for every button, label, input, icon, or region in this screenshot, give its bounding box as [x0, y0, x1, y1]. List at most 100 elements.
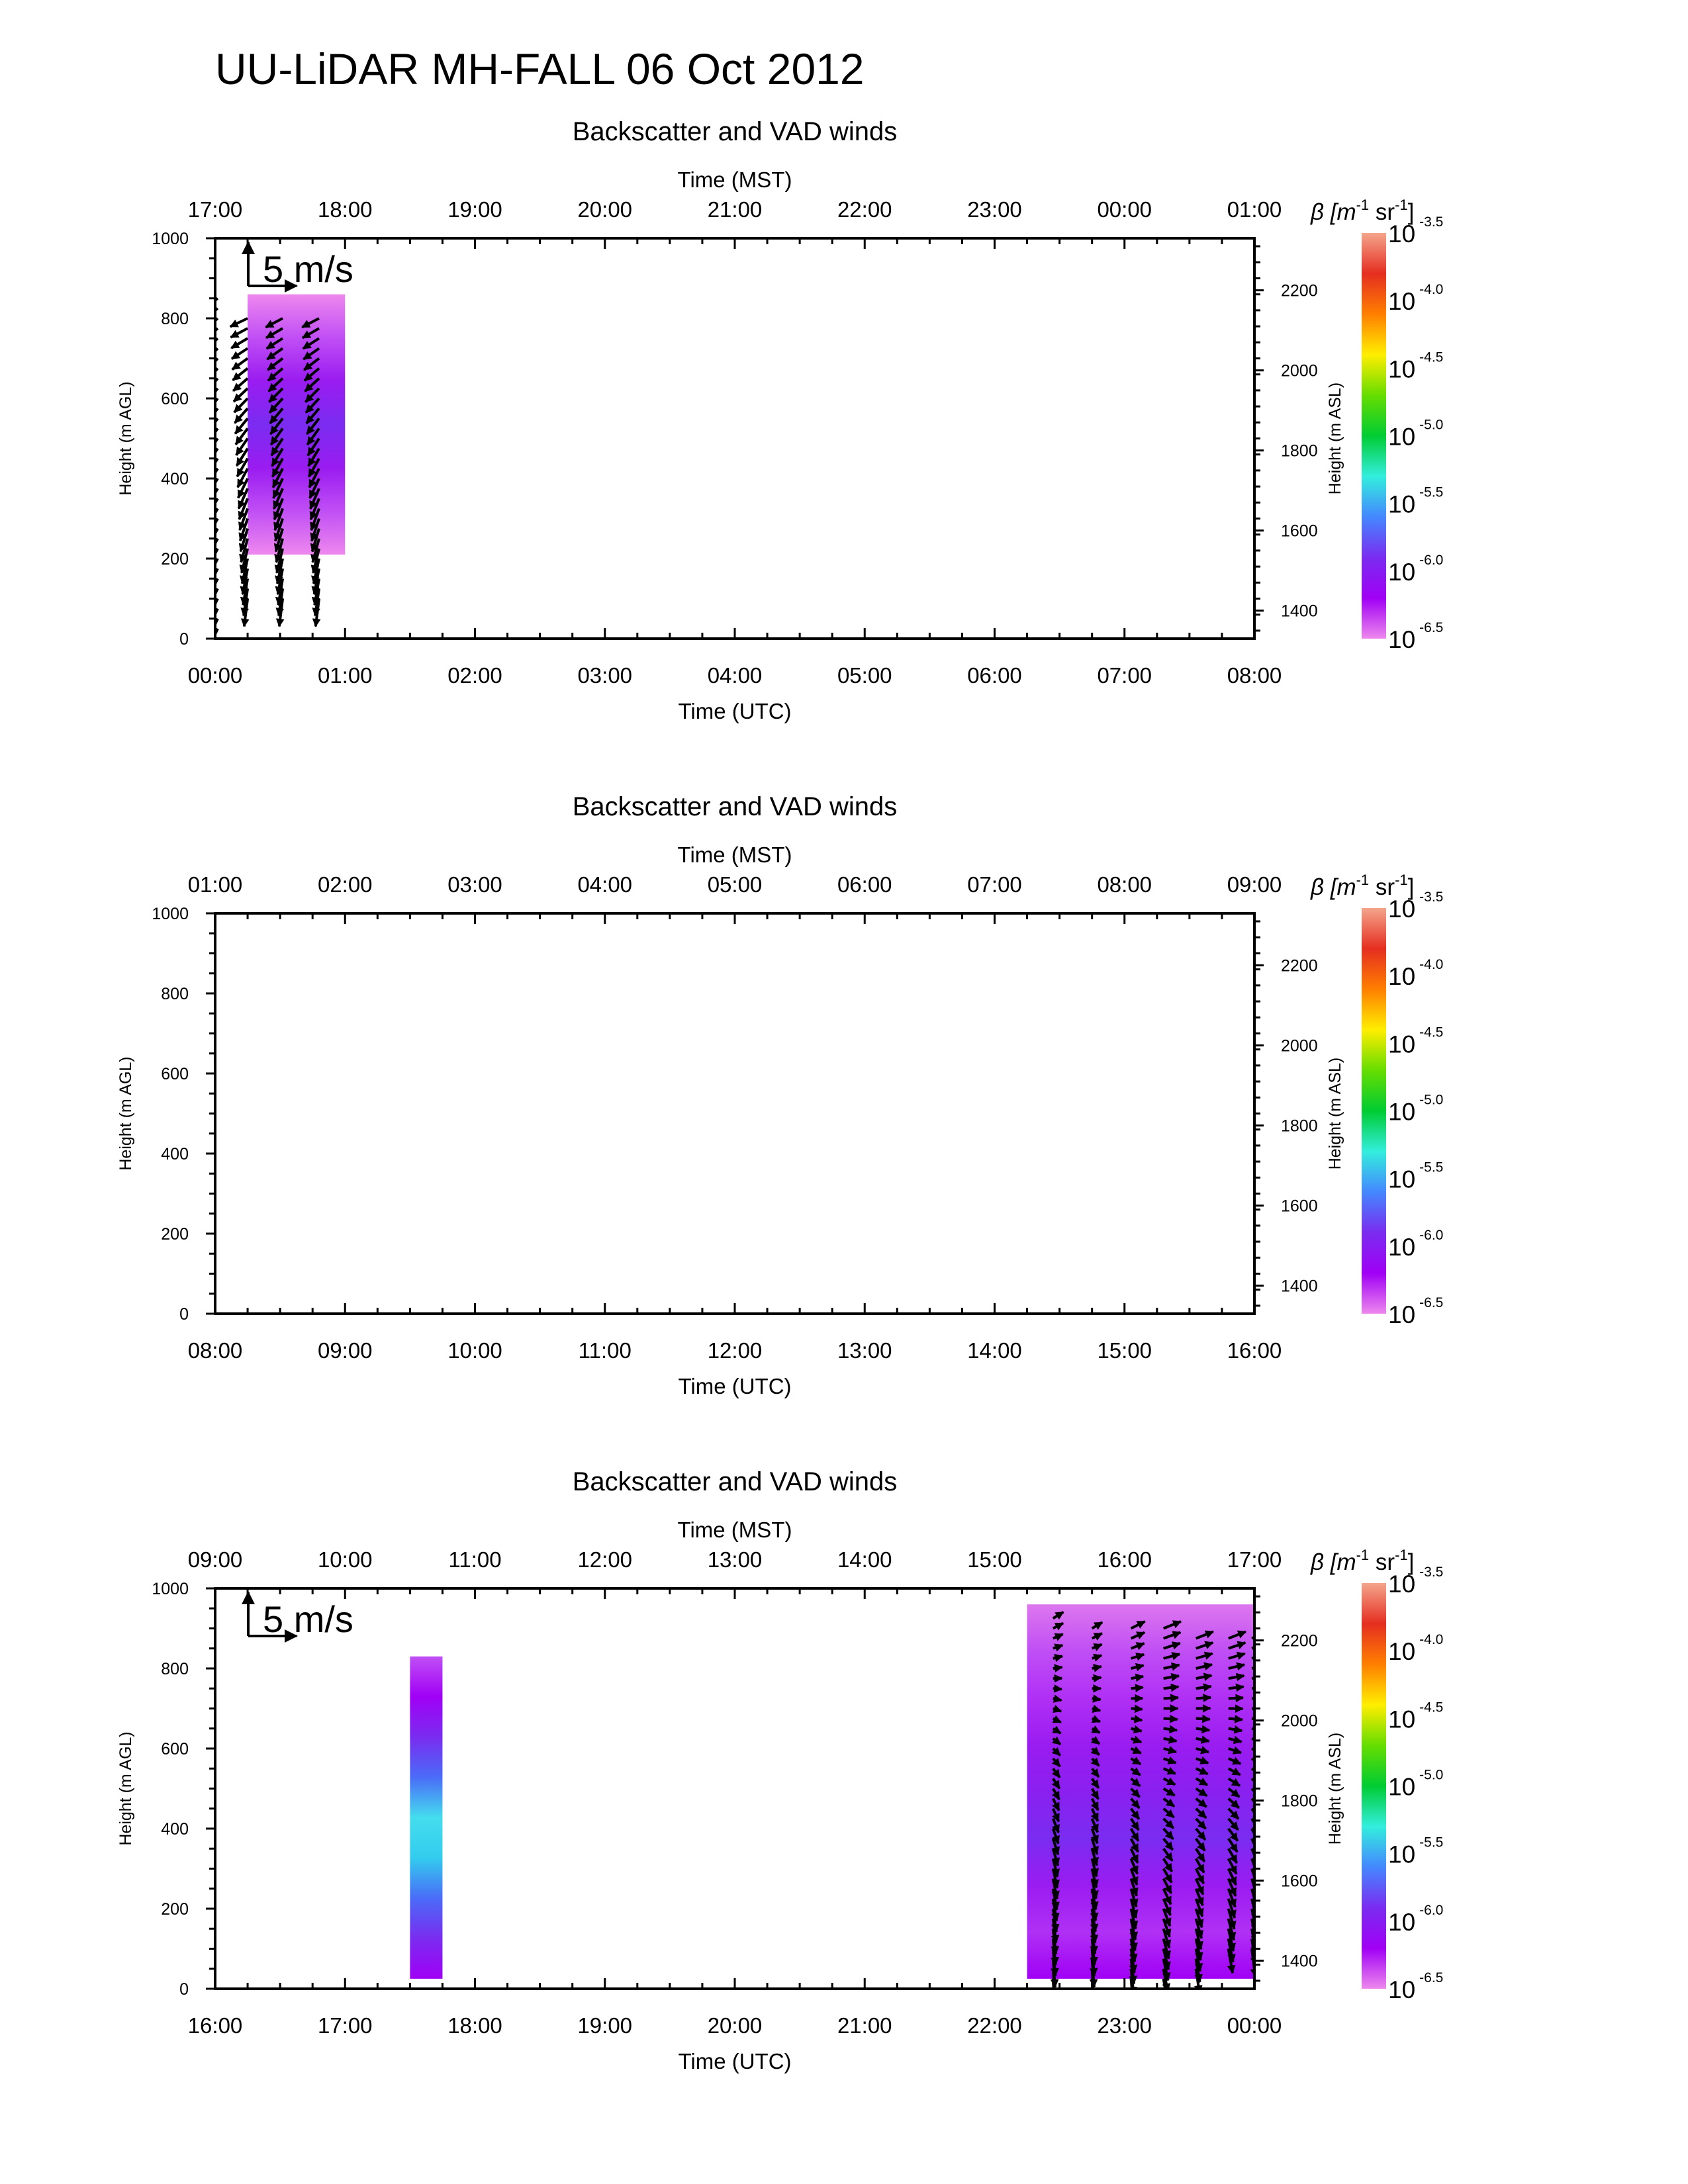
wind-vector — [1227, 1827, 1239, 1842]
x2-tick-label: 14:00 — [837, 1547, 892, 1572]
wind-vector — [303, 347, 320, 361]
x2-tick-label: 09:00 — [188, 1547, 243, 1572]
wind-vector — [1130, 1735, 1143, 1744]
wind-vector — [268, 397, 284, 414]
wind-vector — [234, 428, 249, 445]
wind-vector — [1195, 1837, 1206, 1852]
x-tick-label: 04:00 — [708, 663, 763, 688]
y2-axis-label: Height (m ASL) — [1326, 1058, 1344, 1170]
wind-vector — [1130, 1777, 1141, 1788]
wind-vector — [267, 367, 284, 382]
colorbar-tick-label: 10 -4.5 — [1388, 1024, 1443, 1058]
wind-vector — [267, 357, 284, 371]
wind-vector — [1228, 1662, 1246, 1671]
wind-vector — [1163, 1735, 1178, 1744]
colorbar-tick-exp: -5.5 — [1419, 1835, 1443, 1850]
colorbar-tick-label: 10 -6.5 — [1388, 1295, 1443, 1328]
colorbar-tick-label: 10 -6.0 — [1388, 1228, 1443, 1261]
x2-tick-label: 03:00 — [447, 872, 502, 897]
wind-vector — [1090, 1778, 1100, 1789]
colorbar-label-base: β [m — [1310, 1549, 1356, 1575]
wind-vector — [1131, 1662, 1145, 1672]
wind-vector — [1163, 1672, 1180, 1682]
wind-vector — [1228, 1641, 1246, 1650]
y-tick-label: 0 — [179, 630, 189, 649]
x2-tick-label: 05:00 — [708, 872, 763, 897]
wind-vector — [1129, 1807, 1141, 1820]
wind-vector — [1162, 1837, 1174, 1851]
wind-vector — [1092, 1653, 1103, 1662]
x-tick-label: 14:00 — [967, 1338, 1022, 1363]
wind-vector — [1228, 1735, 1243, 1745]
y2-tick-label: 2200 — [1281, 1632, 1318, 1651]
wind-vector — [1162, 1787, 1176, 1797]
wind-vector — [1091, 1725, 1101, 1734]
colorbar-gradient — [1362, 1583, 1386, 1989]
y2-tick-label: 1400 — [1281, 1952, 1318, 1971]
wind-vector — [1162, 1807, 1175, 1819]
colorbar-tick-base: 10 — [1388, 491, 1415, 518]
wind-vector — [1227, 1767, 1241, 1776]
x-tick-label: 12:00 — [708, 1338, 763, 1363]
wind-vector — [303, 367, 320, 382]
wind-vector — [1196, 1662, 1213, 1671]
wind-vector — [230, 347, 249, 360]
x2-tick-label: 06:00 — [837, 872, 892, 897]
colorbar-tick-exp: -6.5 — [1419, 620, 1443, 635]
wind-vector — [1091, 1621, 1103, 1630]
y-axis-label: Height (m AGL) — [117, 1731, 135, 1845]
wind-vector — [230, 337, 249, 349]
wind-vector — [1090, 1747, 1101, 1756]
wind-vector — [1131, 1715, 1143, 1723]
colorbar-label-exp2: -1 — [1395, 872, 1408, 888]
colorbar-tick-base: 10 — [1388, 288, 1415, 315]
wind-vector — [1051, 1757, 1061, 1768]
wind-vector — [1051, 1736, 1062, 1746]
y-tick-label: 200 — [161, 1225, 189, 1244]
colorbar-tick-label: 10 -5.5 — [1388, 1835, 1443, 1868]
wind-vector — [1162, 1978, 1167, 1989]
colorbar-tick-base: 10 — [1388, 424, 1415, 451]
x-axis-label: Time (UTC) — [678, 699, 791, 723]
wind-vector — [1090, 1736, 1101, 1745]
wind-vector — [1195, 1787, 1208, 1797]
x2-tick-label: 23:00 — [967, 197, 1022, 222]
x-tick-label: 19:00 — [577, 2013, 632, 2038]
colorbar-tick-exp: -6.0 — [1419, 1903, 1443, 1918]
x-tick-label: 10:00 — [447, 1338, 502, 1363]
colorbar: 10 -3.5 10 -4.0 10 -4.5 10 -5.0 10 -5.5 10 -6.0 10 -6… — [1310, 1547, 1443, 2003]
wind-vector — [1131, 1988, 1133, 1989]
x-tick-label: 18:00 — [447, 2013, 502, 2038]
colorbar-label-exp1: -1 — [1356, 197, 1370, 213]
x-tick-label: 23:00 — [1097, 2013, 1152, 2038]
plot-frame — [214, 237, 1256, 640]
colorbar-tick-label: 10 -6.5 — [1388, 1970, 1443, 2003]
x2-tick-label: 13:00 — [708, 1547, 763, 1572]
x2-axis-label: Time (MST) — [678, 1518, 792, 1542]
wind-vector — [1228, 1672, 1245, 1682]
wind-vector — [1092, 1988, 1094, 1989]
colorbar-tick-base: 10 — [1388, 1030, 1415, 1058]
y2-axis-label: Height (m ASL) — [1326, 1733, 1344, 1845]
wind-vector — [269, 428, 284, 446]
colorbar-tick-label: 10 -5.5 — [1388, 1160, 1443, 1193]
wind-vector — [235, 447, 249, 467]
x2-tick-label: 22:00 — [837, 197, 892, 222]
wind-vector — [1131, 1725, 1143, 1734]
wind-vector — [1162, 1620, 1182, 1630]
x-tick-label: 01:00 — [318, 663, 373, 688]
wind-vector — [1196, 1746, 1210, 1754]
wind-vector — [268, 387, 284, 403]
x-tick-label: 08:00 — [1227, 663, 1282, 688]
x-tick-label: 09:00 — [318, 1338, 373, 1363]
colorbar-tick-exp: -4.5 — [1419, 349, 1443, 365]
wind-vector — [1162, 1756, 1177, 1764]
colorbar-tick-base: 10 — [1388, 220, 1415, 248]
colorbar-tick-base: 10 — [1388, 355, 1415, 383]
colorbar-tick-label: 10 -4.5 — [1388, 349, 1443, 383]
wind-vector — [1228, 1725, 1243, 1734]
colorbar-tick-base: 10 — [1388, 895, 1415, 923]
x2-tick-label: 21:00 — [708, 197, 763, 222]
wind-vector — [1051, 1778, 1061, 1790]
